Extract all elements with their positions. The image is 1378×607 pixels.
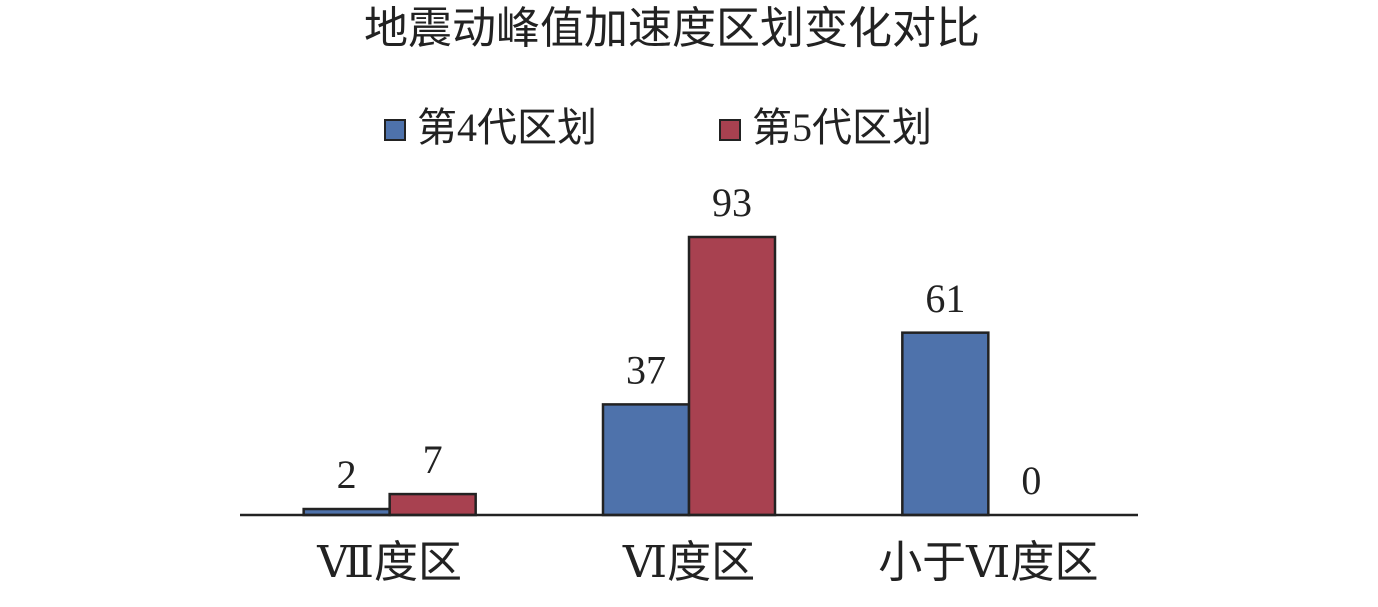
value-label: 61 [925, 276, 965, 321]
legend-swatch [384, 119, 406, 141]
legend-label: 第4代区划 [417, 105, 597, 150]
value-label: 7 [423, 437, 443, 482]
chart-title: 地震动峰值加速度区划变化对比 [364, 4, 980, 53]
bar [687, 235, 777, 517]
value-label: 2 [337, 452, 357, 497]
value-label: 0 [1021, 458, 1041, 503]
x-tick-label: Ⅶ度区 [316, 538, 462, 587]
bar [388, 492, 477, 517]
legend-swatch [719, 119, 741, 141]
value-label: 93 [712, 180, 752, 225]
legend-label: 第5代区划 [752, 105, 932, 150]
x-tick-label: 小于Ⅵ度区 [878, 538, 1098, 587]
bar [601, 403, 691, 517]
bar [901, 331, 990, 517]
x-tick-label: Ⅵ度区 [622, 538, 755, 587]
value-label: 37 [626, 348, 666, 393]
